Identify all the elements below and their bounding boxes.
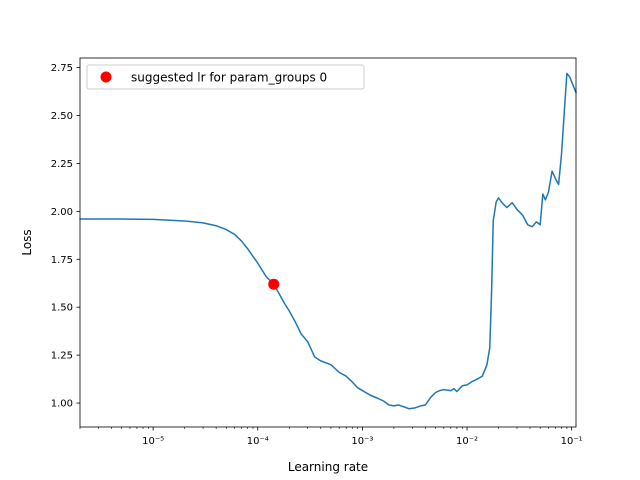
- legend-marker: [100, 71, 112, 83]
- y-tick-label: 2.75: [51, 63, 73, 74]
- x-tick-label: 10⁻¹: [561, 436, 583, 447]
- y-axis-label: Loss: [20, 229, 34, 255]
- x-tick-label: 10⁻³: [351, 436, 373, 447]
- y-tick-label: 2.50: [51, 111, 73, 122]
- y-tick-label: 1.00: [51, 399, 73, 410]
- x-tick-label: 10⁻⁴: [247, 436, 269, 447]
- legend-box: [86, 64, 365, 90]
- legend: suggested lr for param_groups 0: [86, 64, 365, 90]
- x-tick-label: 10⁻⁵: [142, 436, 164, 447]
- legend-label: suggested lr for param_groups 0: [131, 71, 327, 85]
- y-tick-label: 2.00: [51, 207, 73, 218]
- y-tick-label: 1.75: [51, 255, 73, 266]
- y-tick-label: 2.25: [51, 159, 73, 170]
- plot-area: [80, 58, 576, 427]
- y-tick-label: 1.50: [51, 303, 73, 314]
- y-tick-label: 1.25: [51, 351, 73, 362]
- x-tick-label: 10⁻²: [456, 436, 478, 447]
- suggested-lr-point: [268, 278, 280, 290]
- x-axis-label: Learning rate: [288, 460, 368, 474]
- axes-frame: [79, 57, 577, 428]
